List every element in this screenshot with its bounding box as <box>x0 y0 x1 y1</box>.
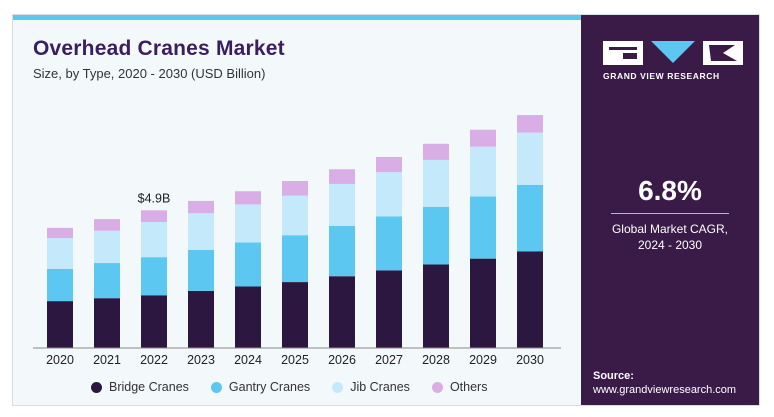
bar-gantry-cranes-2025 <box>282 235 308 283</box>
bar-gantry-cranes-2023 <box>188 249 214 291</box>
x-tick-label: 2023 <box>187 353 215 367</box>
chart-panel: Overhead Cranes Market Size, by Type, 20… <box>13 15 581 405</box>
bar-gantry-cranes-2024 <box>235 242 261 287</box>
legend-swatch-bridge <box>91 381 102 393</box>
bar-others-2025 <box>282 180 308 196</box>
x-tick-label: 2027 <box>375 353 403 367</box>
bar-gantry-cranes-2020 <box>47 268 73 302</box>
info-panel: GRAND VIEW RESEARCH 6.8% Global Market C… <box>581 15 759 405</box>
bar-jib-cranes-2020 <box>47 238 73 269</box>
bar-gantry-cranes-2028 <box>423 206 449 265</box>
legend-item-bridge-cranes: Bridge Cranes <box>91 380 189 394</box>
data-label: $4.9B <box>138 191 171 205</box>
x-tick-label: 2024 <box>234 353 262 367</box>
legend-swatch-jib <box>332 381 344 393</box>
legend-item-jib-cranes: Jib Cranes <box>332 380 410 394</box>
bar-bridge-cranes-2027 <box>376 270 402 348</box>
cagr-divider <box>611 213 729 214</box>
bar-others-2026 <box>329 169 355 184</box>
x-tick-label: 2028 <box>422 353 450 367</box>
bar-gantry-cranes-2030 <box>517 184 543 252</box>
chart-subtitle: Size, by Type, 2020 - 2030 (USD Billion) <box>33 66 266 81</box>
bar-bridge-cranes-2029 <box>470 258 496 348</box>
source-label: Source: <box>593 370 634 382</box>
bar-jib-cranes-2029 <box>470 146 496 197</box>
bar-gantry-cranes-2027 <box>376 216 402 271</box>
bar-bridge-cranes-2030 <box>517 251 543 348</box>
x-tick-label: 2021 <box>93 353 121 367</box>
bar-bridge-cranes-2023 <box>188 290 214 348</box>
cagr-label: Global Market CAGR, 2024 - 2030 <box>581 221 759 253</box>
bar-gantry-cranes-2026 <box>329 225 355 277</box>
bar-jib-cranes-2026 <box>329 183 355 226</box>
bar-gantry-cranes-2021 <box>94 263 120 299</box>
bar-bridge-cranes-2021 <box>94 298 120 348</box>
legend-label: Jib Cranes <box>350 380 410 394</box>
bar-bridge-cranes-2022 <box>141 295 167 348</box>
bar-others-2024 <box>235 191 261 205</box>
bar-jib-cranes-2028 <box>423 159 449 207</box>
brand-name: GRAND VIEW RESEARCH <box>603 71 720 81</box>
chart-legend: Bridge Cranes Gantry Cranes Jib Cranes O… <box>91 380 487 394</box>
bar-others-2021 <box>94 219 120 231</box>
bar-others-2022 <box>141 210 167 223</box>
x-tick-label: 2022 <box>140 353 168 367</box>
bar-jib-cranes-2027 <box>376 172 402 217</box>
bar-bridge-cranes-2028 <box>423 264 449 348</box>
cagr-value: 6.8% <box>638 175 702 206</box>
bar-jib-cranes-2022 <box>141 222 167 258</box>
legend-label: Bridge Cranes <box>109 380 189 394</box>
accent-bar <box>13 15 581 20</box>
x-tick-label: 2029 <box>469 353 497 367</box>
cagr-label-line2: 2024 - 2030 <box>637 238 703 252</box>
bar-bridge-cranes-2024 <box>235 286 261 348</box>
x-tick-label: 2025 <box>281 353 309 367</box>
legend-swatch-others <box>431 381 443 393</box>
bar-bridge-cranes-2025 <box>282 282 308 348</box>
bar-jib-cranes-2023 <box>188 213 214 250</box>
legend-swatch-gantry <box>210 381 222 393</box>
x-tick-label: 2030 <box>516 353 544 367</box>
bar-others-2030 <box>517 115 543 133</box>
bar-jib-cranes-2025 <box>282 195 308 236</box>
bar-chart: 2020 2021 2022 $4.9B 2023 2024 2025 2026 2027 202… <box>33 115 561 367</box>
legend-label: Others <box>449 380 488 394</box>
bar-jib-cranes-2024 <box>235 204 261 243</box>
bar-jib-cranes-2030 <box>517 132 543 185</box>
chart-title: Overhead Cranes Market <box>33 37 285 60</box>
bar-others-2027 <box>376 156 402 173</box>
bar-bridge-cranes-2020 <box>47 301 73 348</box>
bar-bridge-cranes-2026 <box>329 276 355 348</box>
legend-label: Gantry Cranes <box>228 380 311 394</box>
x-tick-label: 2026 <box>328 353 356 367</box>
bar-others-2028 <box>423 143 449 160</box>
bar-gantry-cranes-2029 <box>470 196 496 259</box>
grand-view-research-logo <box>603 41 743 65</box>
bar-others-2023 <box>188 200 214 214</box>
legend-item-gantry-cranes: Gantry Cranes <box>210 380 311 394</box>
cagr-label-line1: Global Market CAGR, <box>611 222 729 236</box>
chart-card: Overhead Cranes Market Size, by Type, 20… <box>12 14 760 406</box>
bar-gantry-cranes-2022 <box>141 257 167 296</box>
bar-jib-cranes-2021 <box>94 230 120 264</box>
x-tick-label: 2020 <box>46 353 74 367</box>
legend-item-others: Others <box>431 380 488 394</box>
source-url[interactable]: www.grandviewresearch.com <box>593 384 737 396</box>
bar-others-2029 <box>470 129 496 147</box>
bar-others-2020 <box>47 227 73 239</box>
